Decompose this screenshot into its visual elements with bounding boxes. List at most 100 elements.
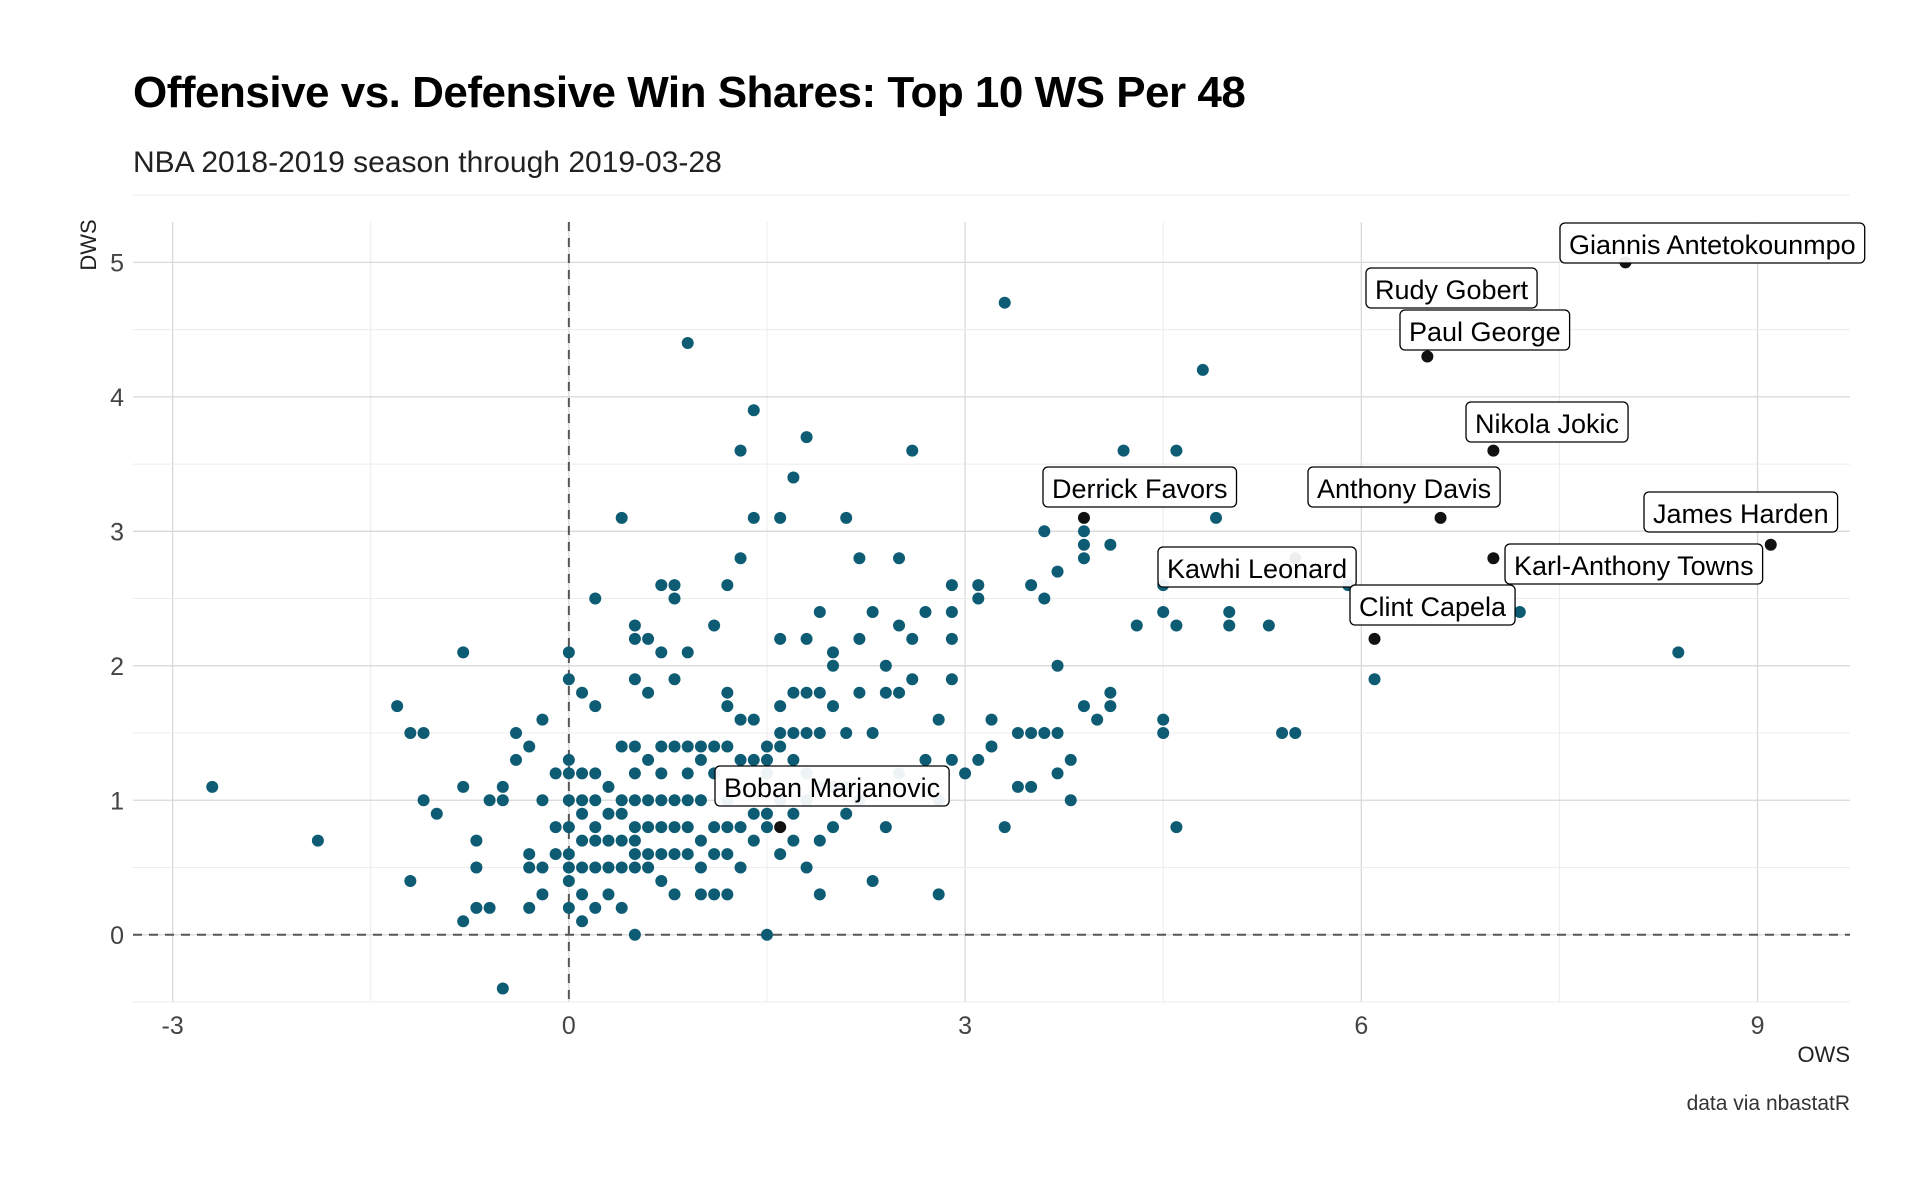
data-point [391, 700, 404, 713]
data-point [655, 821, 668, 834]
point-label-box [1349, 584, 1516, 626]
data-point [1157, 727, 1170, 740]
data-point [628, 821, 641, 834]
highlighted-point [1368, 632, 1381, 645]
data-point [919, 606, 932, 618]
x-tick-label: 9 [1751, 1012, 1765, 1040]
data-point [628, 928, 641, 941]
point-label-box [1042, 466, 1238, 508]
data-point [800, 727, 813, 740]
data-point [734, 821, 747, 834]
data-point [945, 632, 958, 645]
y-tick-label: 3 [110, 518, 124, 546]
data-point [721, 821, 734, 834]
point-label-text: Paul George [1409, 317, 1561, 347]
data-point [496, 794, 509, 807]
data-point [866, 874, 879, 887]
data-point [404, 727, 417, 740]
data-point [708, 848, 721, 861]
data-point [642, 686, 655, 699]
data-point [1117, 444, 1130, 457]
data-point [787, 807, 800, 820]
data-point [734, 552, 747, 565]
data-point [945, 753, 958, 766]
data-point [655, 874, 668, 887]
data-point [668, 821, 681, 834]
point-label: James Harden [1643, 491, 1839, 533]
x-axis-title: OWS [1797, 1042, 1850, 1067]
data-point [549, 821, 562, 834]
data-point [1025, 780, 1038, 793]
data-point [787, 753, 800, 766]
data-point [668, 848, 681, 861]
point-label: Kawhi Leonard [1157, 546, 1357, 588]
data-point [615, 861, 628, 874]
data-point [919, 753, 932, 766]
data-point [1064, 794, 1077, 807]
data-point [1157, 606, 1170, 618]
data-point [576, 834, 589, 847]
data-point [998, 821, 1011, 834]
data-point [760, 740, 773, 753]
data-point [774, 740, 787, 753]
data-point [681, 646, 694, 659]
data-point [827, 700, 840, 713]
data-point [866, 727, 879, 740]
data-point [1051, 565, 1064, 578]
data-point [589, 767, 602, 780]
data-point [694, 753, 707, 766]
data-point [1077, 700, 1090, 713]
data-point [668, 740, 681, 753]
x-tick-label: 0 [562, 1012, 576, 1040]
data-point [483, 901, 496, 914]
data-point [1210, 511, 1223, 524]
data-point [906, 673, 919, 686]
point-label-box [1559, 222, 1866, 264]
highlighted-point [1077, 511, 1090, 524]
highlighted-point [1487, 444, 1500, 457]
data-point [1077, 552, 1090, 565]
data-point [800, 686, 813, 699]
y-tick-label: 5 [110, 249, 124, 277]
data-point [576, 861, 589, 874]
data-point [774, 511, 787, 524]
data-point [1196, 363, 1209, 376]
data-point [972, 579, 985, 592]
data-point [536, 888, 549, 901]
data-point [576, 915, 589, 928]
y-axis-title: DWS [76, 219, 101, 270]
data-point [853, 552, 866, 565]
data-point [1170, 444, 1183, 457]
data-point [879, 659, 892, 672]
data-point [760, 807, 773, 820]
data-point [1170, 619, 1183, 632]
data-point [906, 444, 919, 457]
data-point [747, 404, 760, 417]
data-point [1157, 713, 1170, 726]
data-point [602, 807, 615, 820]
data-point [747, 834, 760, 847]
data-point [813, 888, 826, 901]
data-point [510, 753, 523, 766]
data-point [523, 740, 536, 753]
data-point [562, 673, 575, 686]
data-point [430, 807, 443, 820]
data-point [642, 821, 655, 834]
data-point [1104, 686, 1117, 699]
data-point [562, 821, 575, 834]
data-point [708, 740, 721, 753]
point-label-text: Kawhi Leonard [1167, 554, 1347, 584]
data-point [655, 848, 668, 861]
data-point [774, 632, 787, 645]
data-point [562, 753, 575, 766]
data-point [893, 619, 906, 632]
data-point [1276, 727, 1289, 740]
point-label: Giannis Antetokounmpo [1559, 222, 1866, 264]
data-point [206, 780, 219, 793]
data-point [562, 646, 575, 659]
data-point [549, 767, 562, 780]
data-point [628, 673, 641, 686]
data-point [1038, 525, 1051, 538]
data-point [311, 834, 324, 847]
reference-lines [133, 222, 1850, 1002]
